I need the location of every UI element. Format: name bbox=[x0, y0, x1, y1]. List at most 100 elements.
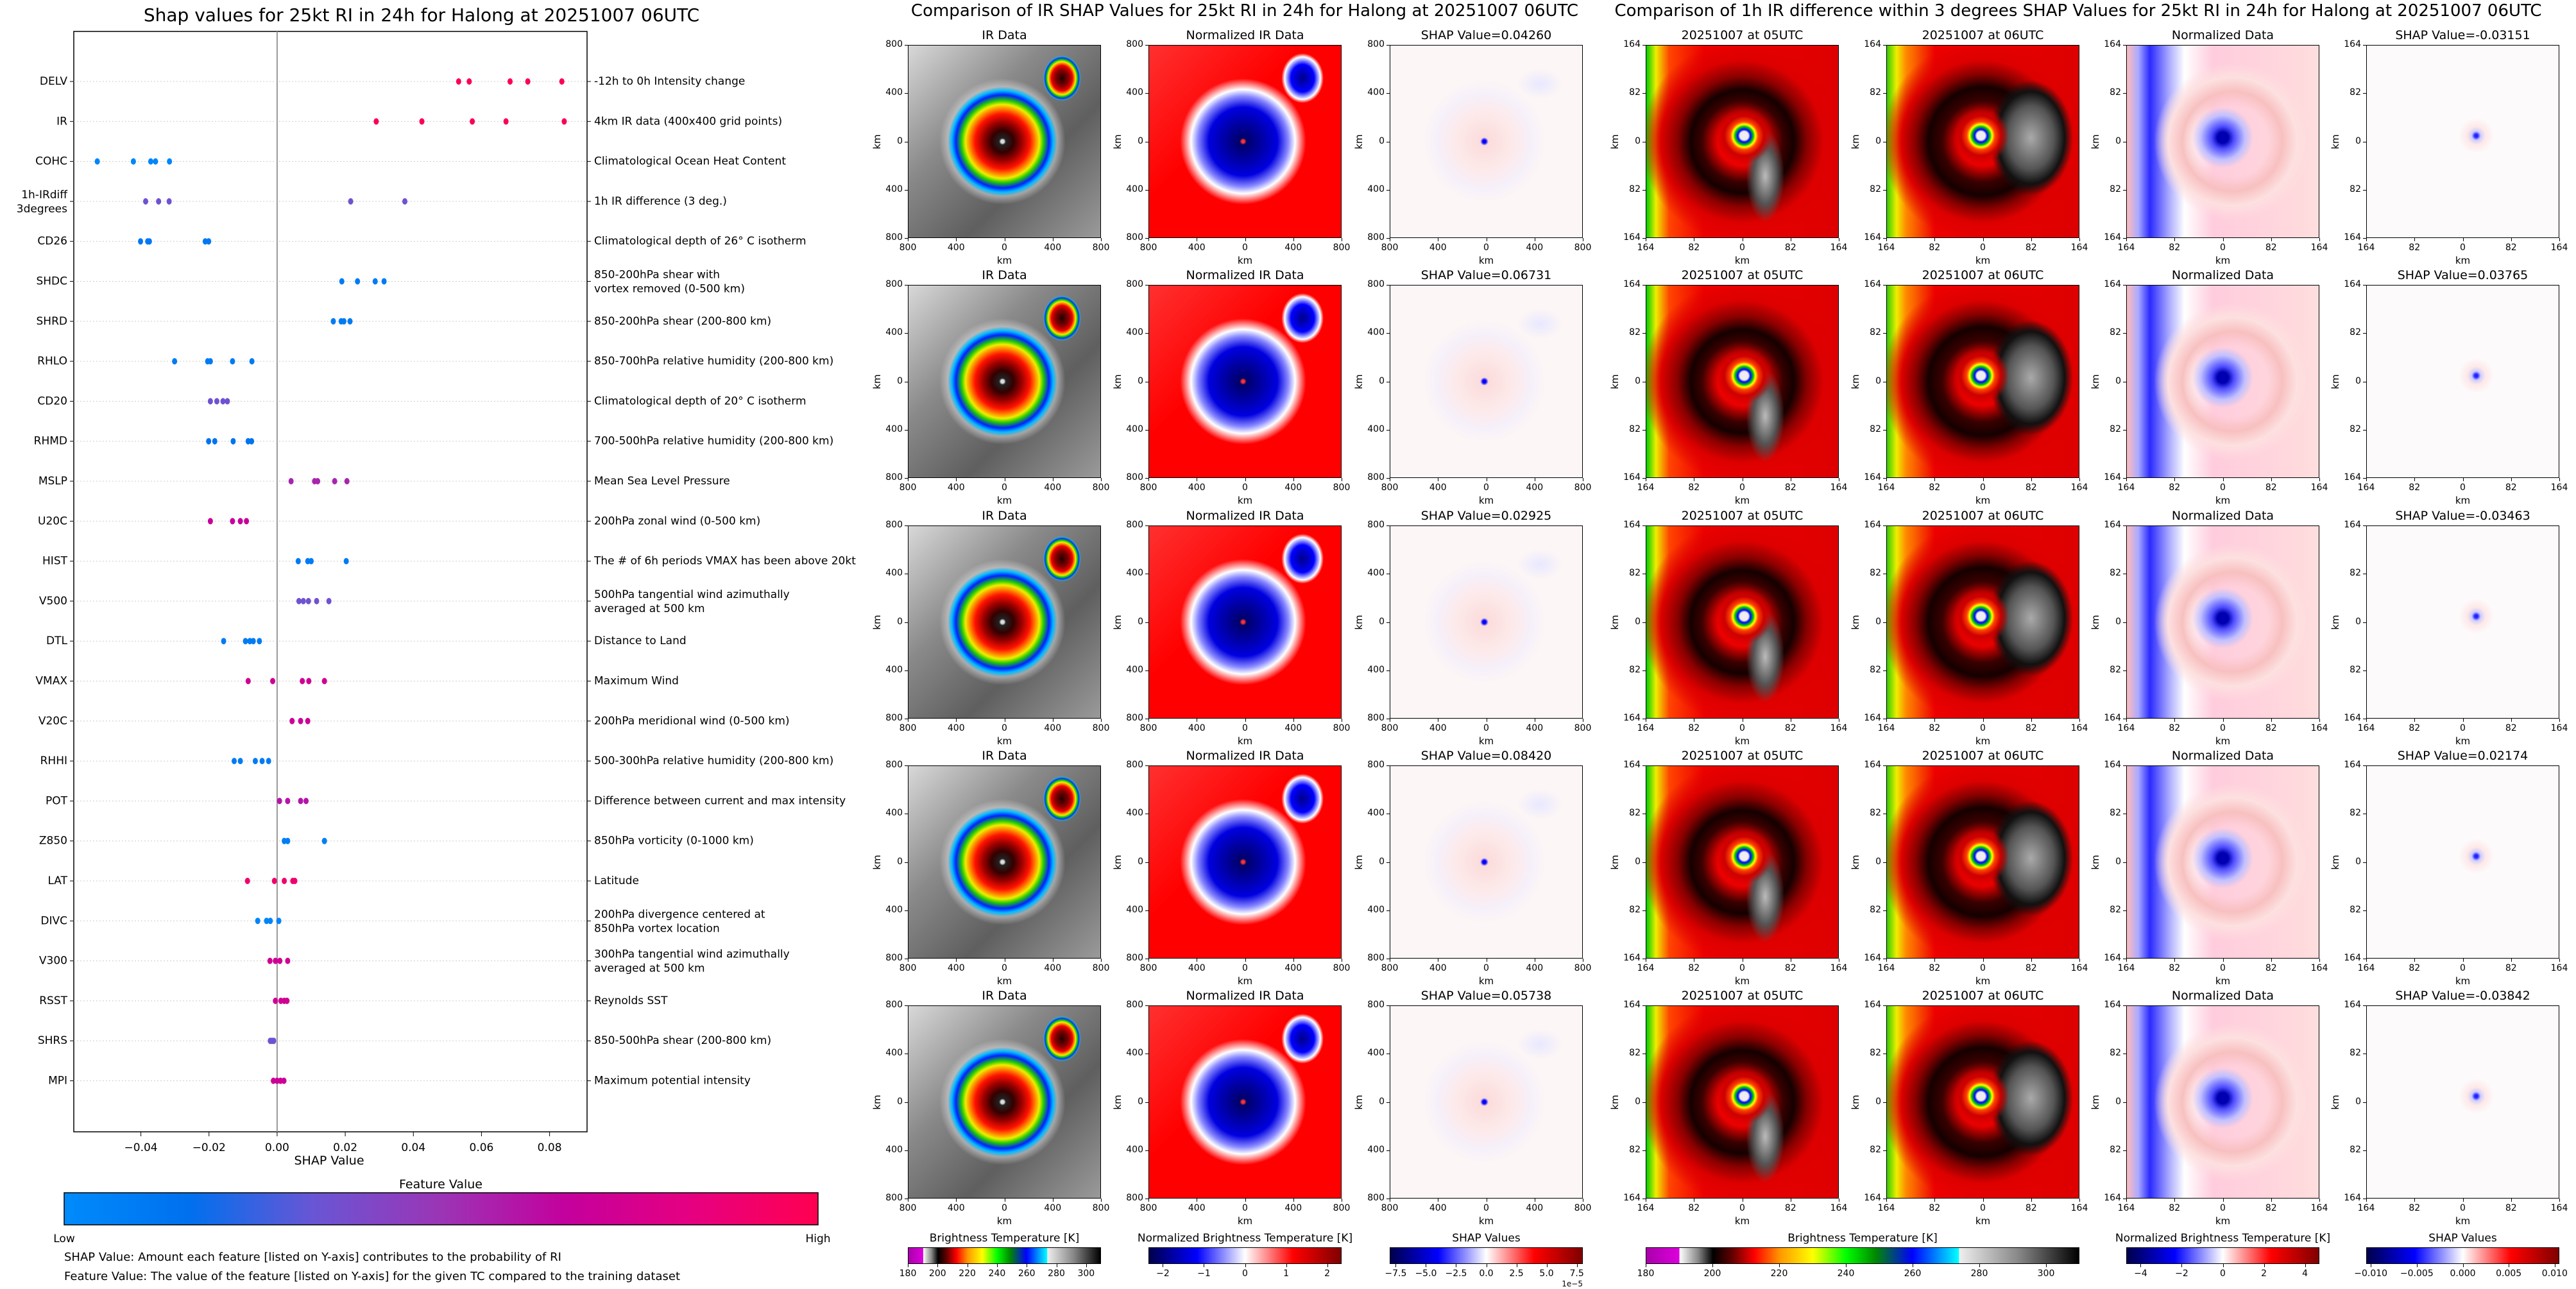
x-tick-label: 0 bbox=[1739, 1203, 1745, 1213]
x-tick-label: 82 bbox=[2409, 482, 2421, 493]
x-tick-label: 400 bbox=[1284, 723, 1302, 733]
y-axis-label: km bbox=[2330, 1094, 2341, 1110]
x-tick-mark bbox=[2319, 238, 2320, 241]
x-tick-label: 800 bbox=[1574, 482, 1592, 493]
feature-value-colorbar bbox=[64, 1192, 819, 1225]
y-axis-label: km bbox=[871, 614, 883, 630]
colorbar-bt bbox=[908, 1247, 1101, 1264]
shap-dot bbox=[470, 118, 475, 125]
x-tick-label: 800 bbox=[1333, 1203, 1351, 1213]
x-tick-label: 800 bbox=[899, 243, 917, 253]
colorbar-tick-label: −0.005 bbox=[2400, 1268, 2434, 1279]
image-panel-sd bbox=[2366, 525, 2559, 719]
x-tick-mark bbox=[1886, 1199, 1887, 1202]
x-tick-label: 400 bbox=[1429, 963, 1447, 973]
y-tick-mark bbox=[2123, 93, 2126, 94]
y-tick-label: 82 bbox=[2350, 87, 2361, 98]
y-tick-label: 0 bbox=[1138, 135, 1143, 146]
x-tick-label: 164 bbox=[1830, 723, 1848, 733]
y-tick-label: 400 bbox=[885, 664, 903, 675]
x-tick-mark bbox=[2174, 238, 2176, 241]
y-tick-mark bbox=[1642, 1102, 1646, 1103]
colorbar-tick-label: 220 bbox=[959, 1268, 976, 1279]
y-tick-label: 164 bbox=[2104, 760, 2121, 770]
panel-title: 20251007 at 06UTC bbox=[1922, 749, 2044, 763]
x-tick-label: 0 bbox=[2460, 482, 2466, 493]
colorbar-title: SHAP Values bbox=[2428, 1232, 2497, 1245]
y-tick-label: 400 bbox=[1367, 808, 1385, 819]
panel-title: SHAP Value=0.05738 bbox=[1420, 989, 1552, 1003]
y-axis-label: km bbox=[871, 373, 883, 389]
panel-title: IR Data bbox=[982, 989, 1027, 1003]
x-tick-label: 800 bbox=[1333, 243, 1351, 253]
y-tick-label: 82 bbox=[2350, 808, 2361, 819]
x-tick-label: 0 bbox=[1739, 723, 1745, 733]
y-tick-label: 0 bbox=[2115, 616, 2121, 627]
colorbar-title: Brightness Temperature [K] bbox=[1787, 1232, 1938, 1245]
x-tick-label: 0 bbox=[1739, 482, 1745, 493]
shap-dot bbox=[330, 318, 336, 325]
colorbar-high-label: High bbox=[805, 1233, 830, 1245]
colorbar-tick-mark bbox=[1395, 1264, 1397, 1267]
y-tick-mark bbox=[905, 429, 908, 431]
x-tick-label: 0 bbox=[2460, 723, 2466, 733]
feature-code-label: DTL bbox=[46, 635, 67, 647]
y-tick-label: 800 bbox=[1367, 953, 1385, 963]
panel-title: IR Data bbox=[982, 509, 1027, 523]
y-tick-label: 82 bbox=[2110, 327, 2121, 338]
shap-dot bbox=[402, 198, 407, 205]
image-panel-nd bbox=[2126, 1005, 2319, 1199]
x-tick-mark bbox=[2174, 478, 2176, 481]
colorbar-title: SHAP Values bbox=[1452, 1232, 1521, 1245]
colorbar-tick-label: −2 bbox=[2175, 1268, 2188, 1279]
y-tick-label: 82 bbox=[2350, 904, 2361, 915]
y-tick-label: 164 bbox=[1864, 279, 1881, 289]
x-tick-mark bbox=[2462, 478, 2464, 481]
shap-dot bbox=[284, 997, 290, 1004]
y-tick-label: 82 bbox=[2110, 184, 2121, 194]
image-panel-ir bbox=[908, 765, 1101, 959]
shap-dot bbox=[341, 318, 346, 325]
y-tick-mark bbox=[1883, 1005, 1886, 1006]
colorbar-low-label: Low bbox=[53, 1233, 75, 1245]
panel-title: Normalized Data bbox=[2171, 268, 2274, 282]
y-tick-mark bbox=[905, 45, 908, 46]
shap-dot bbox=[503, 118, 509, 125]
shap-dot bbox=[214, 398, 219, 405]
panel-title: Normalized Data bbox=[2171, 509, 2274, 523]
x-tick-label: 82 bbox=[1929, 963, 1941, 973]
image-panel-nd bbox=[2126, 765, 2319, 959]
x-tick-label: 164 bbox=[2550, 723, 2568, 733]
x-tick-label: 164 bbox=[2070, 243, 2088, 253]
x-tick-label: 0 bbox=[1242, 963, 1248, 973]
y-tick-mark bbox=[1145, 1005, 1148, 1006]
shap-dot bbox=[347, 318, 353, 325]
feature-description-label: 850-200hPa shear (200-800 km) bbox=[594, 315, 771, 328]
y-tick-label: 0 bbox=[2115, 375, 2121, 386]
y-tick-label: 800 bbox=[885, 520, 903, 530]
x-tick-label: 400 bbox=[1188, 243, 1206, 253]
y-tick-label: 400 bbox=[1126, 87, 1143, 98]
x-tick-label: 400 bbox=[1429, 243, 1447, 253]
shap-dot bbox=[244, 518, 250, 525]
feature-code-label: RSST bbox=[39, 994, 67, 1007]
y-axis-label: km bbox=[2090, 133, 2101, 149]
shap-summary-chart: Shap values for 25kt RI in 24h for Halon… bbox=[17, 4, 856, 1283]
x-axis-label: km bbox=[2455, 255, 2471, 266]
y-tick-mark bbox=[1883, 238, 1886, 239]
shap-dot bbox=[148, 158, 153, 165]
colorbar-tick-mark bbox=[2140, 1264, 2142, 1267]
y-tick-mark bbox=[905, 622, 908, 623]
x-axis-label: km bbox=[2215, 495, 2231, 506]
feature-code-label: DELV bbox=[40, 75, 67, 88]
shap-dot bbox=[456, 78, 461, 85]
y-tick-label: 0 bbox=[2115, 856, 2121, 867]
x-tick-label: 400 bbox=[947, 243, 965, 253]
colorbar-tick-label: 200 bbox=[1703, 1268, 1721, 1279]
image-panel-nd bbox=[2126, 285, 2319, 478]
y-tick-label: 164 bbox=[1864, 472, 1881, 482]
y-tick-label: 0 bbox=[1379, 135, 1385, 146]
x-tick-mark bbox=[1886, 478, 1887, 481]
y-tick-label: 0 bbox=[1138, 616, 1143, 627]
x-tick-label: 0.08 bbox=[538, 1141, 562, 1154]
